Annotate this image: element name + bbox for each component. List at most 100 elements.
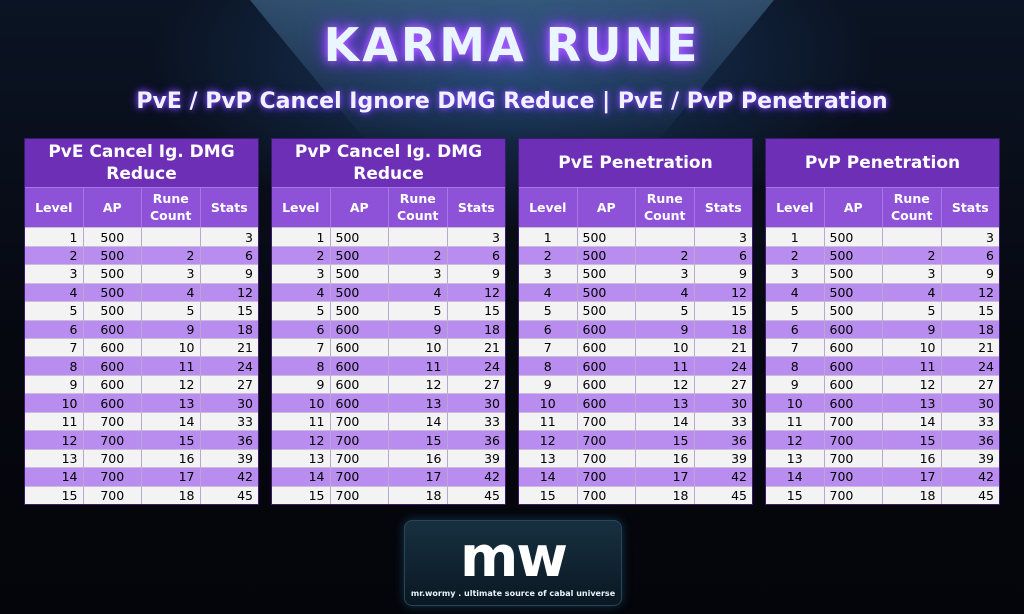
table-row: 15 700 18 45: [25, 485, 258, 505]
cell-stats: 42: [693, 467, 752, 486]
cell-rune-count: [882, 227, 941, 246]
cell-level: 14: [25, 467, 83, 485]
cell-ap: 500: [576, 301, 635, 320]
cell-level: 11: [519, 411, 577, 430]
cell-ap: 600: [329, 393, 388, 412]
cell-rune-count: 13: [388, 393, 447, 412]
cell-rune-count: 14: [141, 411, 200, 431]
cell-rune-count: 18: [882, 485, 941, 505]
cell-stats: 30: [199, 393, 258, 412]
table-row: 8 600 11 24: [25, 356, 258, 375]
cell-rune-count: 3: [388, 264, 447, 283]
cell-level: 13: [272, 448, 330, 467]
table-row: 5 500 5 15: [519, 301, 752, 320]
cell-level: 1: [25, 227, 83, 245]
cell-level: 10: [272, 393, 330, 411]
cell-ap: 500: [329, 264, 388, 283]
table-row: 11 700 14 33: [766, 411, 999, 431]
table-row: 5 500 5 15: [766, 301, 999, 320]
table-row: 14 700 17 42: [272, 467, 505, 486]
cell-ap: 600: [576, 393, 635, 412]
table-row: 6 600 9 18: [519, 319, 752, 339]
cell-stats: 39: [446, 448, 505, 468]
cell-stats: 3: [446, 227, 505, 246]
cell-stats: 12: [199, 282, 258, 302]
cell-stats: 3: [940, 227, 999, 246]
cell-level: 4: [25, 282, 83, 301]
cell-stats: 45: [446, 485, 505, 505]
table-row: 15 700 18 45: [766, 485, 999, 505]
table-row: 2 500 2 6: [272, 245, 505, 265]
cell-stats: 42: [199, 467, 258, 486]
cell-level: 5: [766, 301, 824, 319]
table-row: 10 600 13 30: [766, 393, 999, 412]
table-row: 1 500 3: [272, 227, 505, 246]
table-row: 13 700 16 39: [766, 448, 999, 468]
cell-ap: 600: [82, 374, 141, 394]
table-row: 11 700 14 33: [272, 411, 505, 431]
cell-level: 2: [25, 245, 83, 264]
cell-level: 3: [766, 264, 824, 282]
cell-ap: 500: [82, 301, 141, 320]
cell-stats: 24: [199, 356, 258, 375]
cell-stats: 21: [940, 338, 999, 357]
cell-rune-count: 5: [635, 301, 694, 320]
cell-rune-count: 5: [388, 301, 447, 320]
cell-ap: 700: [82, 467, 141, 486]
cell-level: 9: [272, 374, 330, 393]
cell-stats: 12: [940, 282, 999, 302]
cell-ap: 600: [82, 356, 141, 375]
cell-stats: 21: [199, 338, 258, 357]
cell-level: 13: [519, 448, 577, 467]
column-header-row: Level AP Rune Count Stats: [766, 186, 999, 228]
cell-level: 15: [519, 485, 577, 504]
cell-ap: 600: [576, 374, 635, 394]
table-row: 7 600 10 21: [25, 338, 258, 357]
cell-rune-count: 11: [141, 356, 200, 375]
column-header-level: Level: [776, 199, 814, 215]
cell-ap: 700: [823, 411, 882, 431]
cell-level: 5: [25, 301, 83, 319]
cell-stats: 36: [940, 430, 999, 449]
table-row: 7 600 10 21: [272, 338, 505, 357]
table-row: 13 700 16 39: [272, 448, 505, 468]
cell-ap: 600: [823, 319, 882, 339]
column-header-stats: Stats: [446, 187, 506, 228]
cell-ap: 700: [823, 430, 882, 449]
cell-stats: 6: [693, 245, 752, 265]
cell-stats: 24: [446, 356, 505, 375]
cell-ap: 700: [823, 485, 882, 505]
column-header-rune-count: Rune Count: [882, 187, 941, 228]
table-row: 3 500 3 9: [272, 264, 505, 283]
cell-ap: 500: [329, 282, 388, 302]
cell-stats: 33: [693, 411, 752, 431]
cell-rune-count: 14: [635, 411, 694, 431]
cell-level: 10: [519, 393, 577, 411]
cell-stats: 15: [693, 301, 752, 320]
column-header-row: Level AP Rune Count Stats: [272, 186, 506, 228]
cell-rune-count: 3: [635, 264, 694, 283]
cell-stats: 21: [693, 338, 752, 357]
cell-ap: 700: [329, 467, 388, 486]
table-row: 12 700 15 36: [766, 430, 999, 449]
cell-rune-count: 4: [141, 282, 200, 302]
cell-level: 9: [519, 374, 577, 393]
cell-level: 8: [766, 356, 824, 374]
cell-rune-count: 17: [882, 467, 941, 486]
table-row: 7 600 10 21: [519, 338, 752, 357]
cell-rune-count: 9: [388, 319, 447, 339]
cell-ap: 500: [576, 282, 635, 302]
table-pvp-penetration: PvP Penetration Level AP Rune Count Stats 1 50…: [765, 138, 1000, 505]
cell-level: 13: [25, 448, 83, 467]
table-row: 9 600 12 27: [766, 374, 999, 394]
cell-ap: 600: [823, 393, 882, 412]
cell-rune-count: 3: [882, 264, 941, 283]
cell-rune-count: 2: [635, 245, 694, 265]
cell-rune-count: 4: [635, 282, 694, 302]
cell-stats: 27: [199, 374, 258, 394]
table-row: 13 700 16 39: [519, 448, 752, 468]
cell-rune-count: 17: [635, 467, 694, 486]
cell-stats: 12: [446, 282, 505, 302]
cell-level: 8: [25, 356, 83, 374]
table-row: 7 600 10 21: [766, 338, 999, 357]
